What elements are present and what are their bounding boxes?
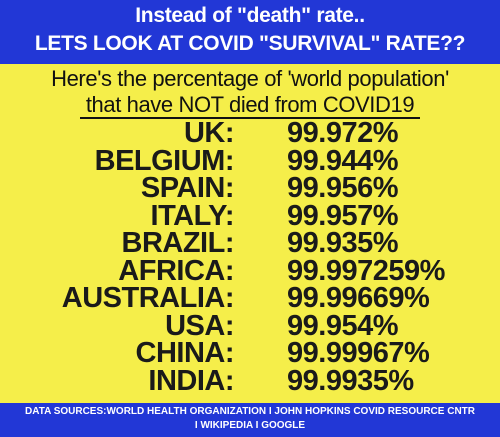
survival-rate: 99.997259% <box>287 254 445 287</box>
survival-rate: 99.99669% <box>287 282 430 314</box>
country-name: BELGIUM: <box>94 144 235 177</box>
country-row: AFRICA: 99.997259% <box>0 254 500 287</box>
footer-sources-line-1: DATA SOURCES:WORLD HEALTH ORGANIZATION I… <box>25 406 475 417</box>
country-row: INDIA: 99.9935% <box>0 364 500 397</box>
survival-rate: 99.935% <box>287 227 399 259</box>
survival-rate: 99.972% <box>287 117 399 149</box>
survival-rate: 99.9935% <box>287 364 414 397</box>
country-row: ITALY: 99.957% <box>0 199 500 232</box>
subtitle-line-2-text: that have NOT died from COVID19 <box>79 92 421 119</box>
country-row: UK: 99.972% <box>0 117 500 149</box>
header-banner: Instead of "death" rate.. LETS LOOK AT C… <box>0 0 500 64</box>
country-list: UK: 99.972% BELGIUM: 99.944% SPAIN: 99.9… <box>0 117 500 397</box>
country-name: CHINA: <box>135 337 235 369</box>
subtitle-line-1: Here's the percentage of 'world populati… <box>51 66 449 91</box>
country-name: AFRICA: <box>118 254 234 287</box>
country-row: SPAIN: 99.956% <box>0 172 500 204</box>
country-row: BELGIUM: 99.944% <box>0 144 500 177</box>
survival-rate: 99.99967% <box>287 337 430 369</box>
survival-rate: 99.956% <box>287 172 399 204</box>
country-name: INDIA: <box>148 364 234 397</box>
country-row: CHINA: 99.99967% <box>0 337 500 369</box>
footer-sources-line-2: I WIKIPEDIA I GOOGLE <box>194 420 306 431</box>
country-row: USA: 99.954% <box>0 309 500 342</box>
country-row: AUSTRALIA: 99.99669% <box>0 282 500 314</box>
country-row: BRAZIL: 99.935% <box>0 227 500 259</box>
survival-rate: 99.957% <box>287 199 399 232</box>
country-name: UK: <box>183 117 235 149</box>
footer-banner: DATA SOURCES:WORLD HEALTH ORGANIZATION I… <box>0 403 500 437</box>
country-name: SPAIN: <box>140 172 235 204</box>
country-name: USA: <box>165 309 234 342</box>
country-name: BRAZIL: <box>121 227 235 259</box>
header-line-2: LETS LOOK AT COVID "SURVIVAL" RATE?? <box>34 32 466 55</box>
country-name: AUSTRALIA: <box>61 282 235 314</box>
survival-rate: 99.944% <box>287 144 399 177</box>
subtitle-line-2: that have NOT died from COVID19 <box>0 92 500 119</box>
country-name: ITALY: <box>150 199 235 232</box>
header-line-1: Instead of "death" rate.. <box>135 4 365 27</box>
survival-rate: 99.954% <box>287 309 399 342</box>
